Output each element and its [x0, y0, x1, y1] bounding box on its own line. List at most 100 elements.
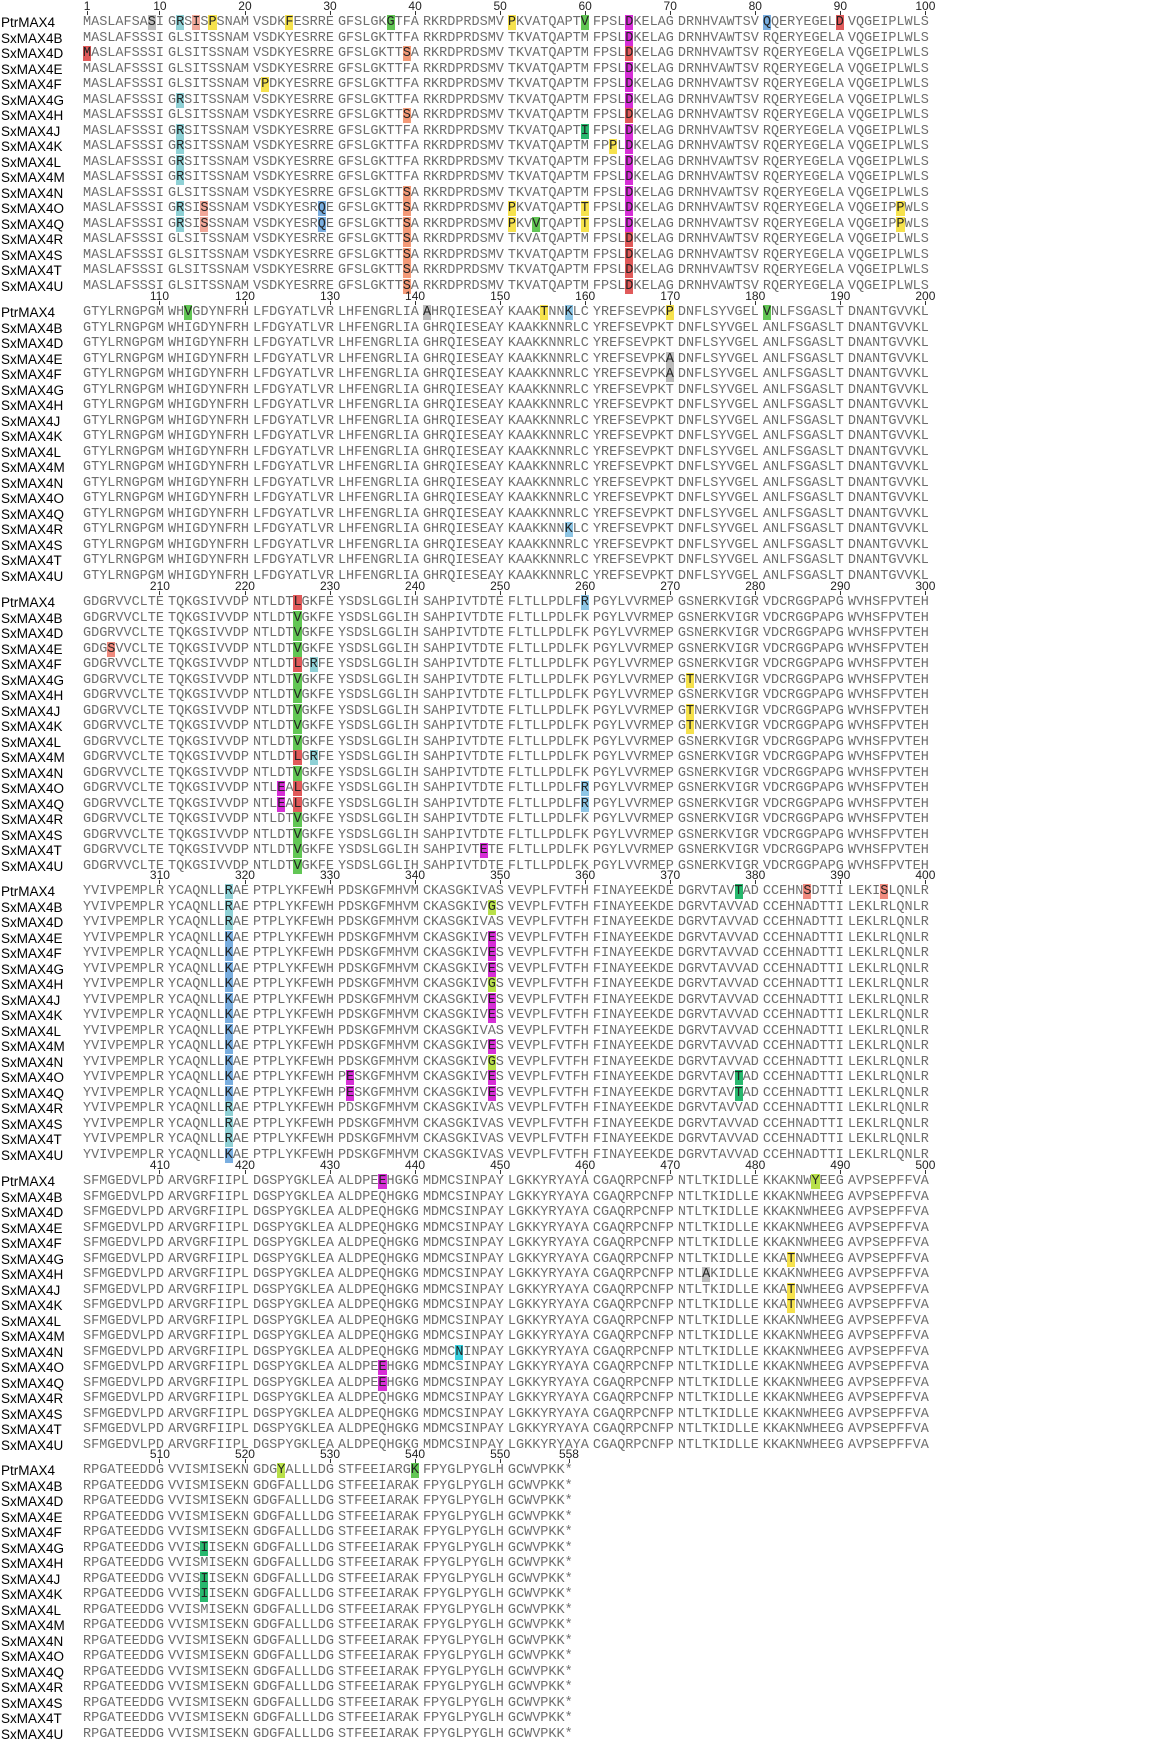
residue: F — [346, 232, 355, 247]
residue: N — [855, 336, 865, 351]
residue: T — [200, 170, 209, 185]
residue: Y — [495, 336, 504, 351]
residue: S — [147, 263, 156, 278]
residue: L — [920, 413, 929, 429]
residue: E — [463, 336, 472, 351]
residue: G — [131, 336, 140, 351]
residue: A — [657, 15, 666, 30]
residue: T — [507, 139, 517, 154]
residue: S — [742, 61, 751, 77]
residue: P — [649, 522, 658, 537]
residue: V — [463, 657, 472, 672]
residue: S — [354, 216, 363, 232]
residue: K — [378, 216, 387, 232]
residue: R — [115, 320, 124, 336]
sequence-row: SxMAX4Q GTYLRNGPGM WHIGDYNFRH LFDGYATLVR LHF… — [0, 507, 1159, 522]
ruler-tick-label: 140 — [405, 289, 426, 303]
residue: G — [192, 413, 201, 429]
residue: Q — [447, 320, 456, 336]
residue: E — [803, 154, 812, 170]
residue: F — [507, 610, 517, 626]
residue: L — [896, 123, 905, 139]
residue: S — [609, 154, 618, 170]
residue: S — [354, 61, 363, 77]
residue: K — [532, 336, 541, 351]
residue: A — [232, 232, 241, 247]
residue: M — [487, 15, 496, 30]
residue: V — [641, 537, 650, 553]
residue: P — [139, 413, 148, 429]
residue: F — [224, 460, 233, 475]
residue: L — [362, 15, 371, 30]
sequence-row: SxMAX4S GTYLRNGPGM WHIGDYNFRH LFDGYATLVR LHF… — [0, 538, 1159, 553]
residue: K — [507, 336, 517, 351]
residue: D — [200, 475, 209, 491]
residue: G — [147, 320, 156, 336]
residue: F — [592, 278, 602, 294]
residue: K — [912, 491, 921, 506]
residue: S — [625, 475, 634, 491]
residue: N — [685, 444, 695, 460]
residue: L — [617, 170, 626, 185]
residue: G — [378, 522, 387, 537]
residue: V — [641, 320, 650, 336]
residue: P — [455, 154, 464, 170]
residue: D — [200, 491, 209, 506]
residue: K — [718, 657, 727, 672]
residue: E — [293, 278, 302, 294]
residue: S — [479, 61, 488, 77]
residue: G — [811, 216, 820, 232]
residue: T — [880, 475, 889, 491]
residue: F — [123, 185, 132, 201]
sequence-name: SxMAX4Q — [1, 216, 65, 232]
residue: P — [649, 429, 658, 444]
residue: S — [422, 641, 432, 657]
residue: W — [904, 216, 913, 232]
residue: L — [139, 688, 148, 703]
sequence-row: SxMAX4O GTYLRNGPGM WHIGDYNFRH LFDGYATLVR LHF… — [0, 491, 1159, 506]
residue: E — [633, 429, 642, 444]
residue: R — [641, 641, 650, 657]
residue: R — [386, 460, 395, 475]
residue: E — [641, 278, 650, 294]
sequence-name: SxMAX4U — [1, 568, 64, 584]
residue: V — [252, 201, 262, 216]
residue: L — [394, 367, 403, 382]
residue: L — [920, 336, 929, 351]
residue: S — [795, 568, 804, 584]
residue: S — [301, 139, 310, 154]
residue: V — [317, 351, 326, 367]
residue: L — [139, 595, 148, 610]
residue: P — [564, 201, 573, 216]
residue: A — [410, 460, 419, 475]
ruler-tick-label: 220 — [234, 579, 255, 593]
residue: F — [572, 703, 581, 719]
residue: D — [91, 641, 100, 657]
residue: V — [524, 15, 533, 30]
residue: R — [601, 460, 610, 475]
residue: R — [422, 278, 432, 294]
residue: H — [410, 626, 419, 641]
residue: S — [479, 123, 488, 139]
residue: V — [726, 595, 735, 610]
residue: V — [904, 460, 913, 475]
residue: S — [872, 595, 881, 610]
residue: Y — [285, 537, 294, 553]
residue: G — [83, 305, 92, 320]
residue: S — [362, 595, 371, 610]
residue: H — [702, 123, 711, 139]
residue: R — [309, 185, 318, 201]
residue: H — [410, 688, 419, 703]
residue: S — [200, 688, 209, 703]
residue: M — [649, 626, 658, 641]
residue: L — [516, 688, 525, 703]
residue: A — [410, 170, 419, 185]
residue: L — [252, 336, 262, 351]
residue: G — [192, 703, 201, 719]
residue: P — [564, 77, 573, 92]
residue: R — [422, 77, 432, 92]
residue: A — [835, 108, 844, 123]
residue: G — [337, 77, 347, 92]
residue: N — [855, 429, 865, 444]
residue: S — [301, 61, 310, 77]
